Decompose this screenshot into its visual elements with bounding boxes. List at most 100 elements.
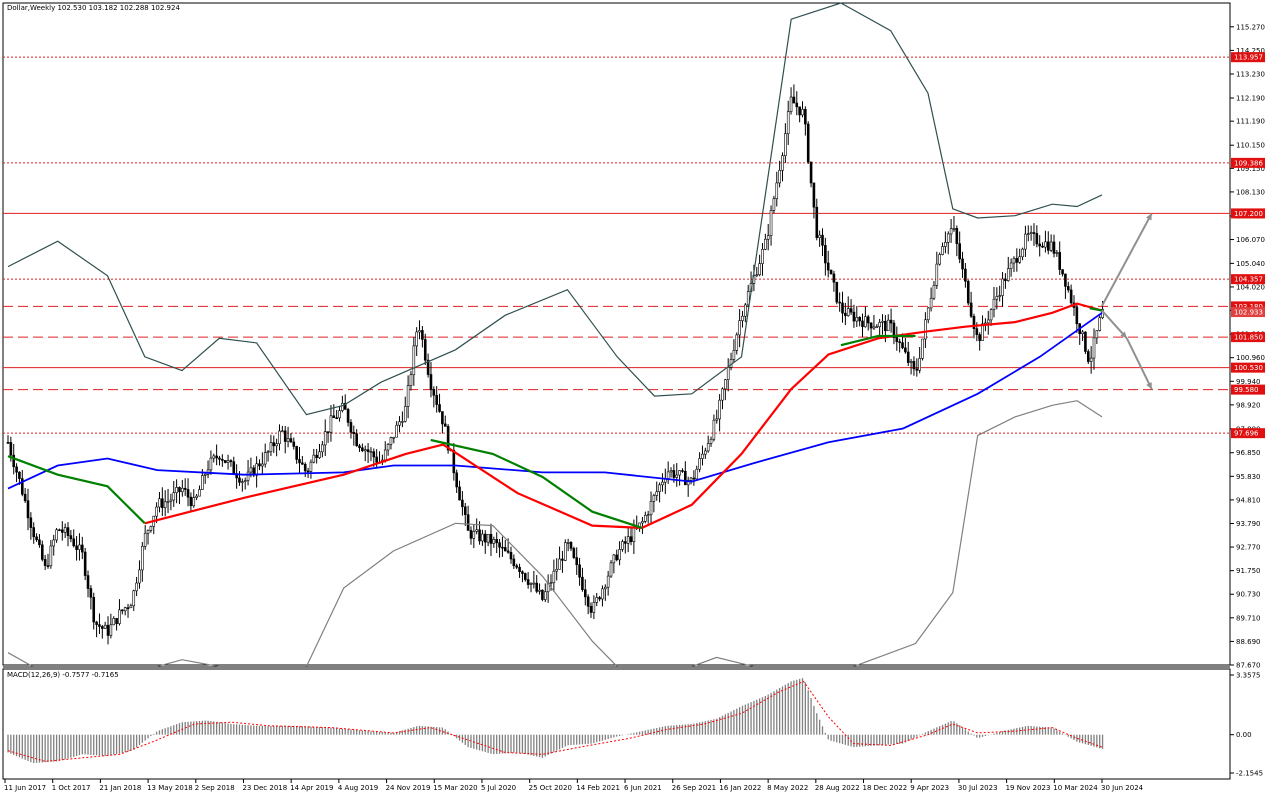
candle-body bbox=[678, 470, 681, 476]
candle-body bbox=[675, 474, 679, 478]
candle-body bbox=[841, 302, 844, 314]
candle-body bbox=[595, 597, 599, 603]
candle-body bbox=[715, 418, 719, 421]
candle-body bbox=[658, 484, 661, 493]
candle-body bbox=[232, 461, 236, 474]
candle-body bbox=[283, 430, 287, 442]
candle-body bbox=[1026, 233, 1030, 236]
candle-body bbox=[115, 618, 118, 624]
candle-body bbox=[29, 517, 33, 528]
candle-body bbox=[832, 273, 836, 283]
candle-body bbox=[555, 569, 559, 572]
candle-body bbox=[929, 297, 933, 309]
candle-body bbox=[772, 198, 776, 211]
x-tick-label: 9 Apr 2023 bbox=[910, 784, 949, 792]
candle-body bbox=[123, 607, 127, 612]
candle-body bbox=[266, 451, 270, 454]
candle-body bbox=[49, 545, 53, 567]
candle-body bbox=[821, 234, 824, 246]
candle-body bbox=[375, 456, 378, 463]
level-tag-label: 103.180 bbox=[1234, 303, 1263, 311]
candle-body bbox=[935, 263, 939, 286]
candle-body bbox=[895, 337, 899, 343]
candle-body bbox=[438, 404, 441, 412]
candle-body bbox=[158, 498, 161, 508]
candle-body bbox=[543, 591, 547, 600]
candle-body bbox=[63, 527, 67, 533]
candle-body bbox=[301, 462, 304, 465]
candle-body bbox=[966, 280, 970, 304]
candle-body bbox=[563, 542, 567, 561]
candle-body bbox=[121, 609, 124, 612]
candle-body bbox=[1044, 241, 1047, 248]
x-tick-label: 6 Jun 2021 bbox=[624, 784, 662, 792]
candle-body bbox=[724, 379, 727, 390]
candle-body bbox=[829, 269, 833, 275]
candle-body bbox=[458, 486, 461, 501]
candle-body bbox=[732, 350, 736, 360]
x-tick-label: 14 Apr 2019 bbox=[290, 784, 333, 792]
candle-body bbox=[632, 527, 636, 542]
level-tag bbox=[1231, 157, 1265, 168]
candle-body bbox=[166, 500, 170, 503]
y-tick-label: 91.750 bbox=[1236, 567, 1261, 575]
candle-body bbox=[418, 330, 421, 333]
macd-header: MACD(12,26,9) -0.7577 -0.7165 bbox=[7, 671, 119, 679]
candle-body bbox=[878, 322, 881, 328]
candle-body bbox=[486, 533, 490, 543]
candle-body bbox=[452, 449, 456, 474]
candle-body bbox=[412, 345, 416, 376]
candle-body bbox=[223, 460, 227, 463]
candle-body bbox=[581, 576, 584, 590]
candle-body bbox=[1012, 258, 1016, 264]
candle-body bbox=[278, 430, 281, 444]
macd-y-tick-label: -2.1545 bbox=[1236, 770, 1263, 778]
candle-body bbox=[875, 326, 879, 329]
y-tick-label: 109.150 bbox=[1236, 165, 1265, 173]
candle-body bbox=[649, 501, 653, 515]
candle-body bbox=[366, 449, 370, 452]
level-tag bbox=[1231, 332, 1265, 343]
candle-body bbox=[529, 582, 533, 585]
candle-body bbox=[1081, 331, 1084, 334]
candle-body bbox=[23, 493, 27, 502]
candle-body bbox=[924, 319, 927, 340]
candle-body bbox=[226, 460, 230, 463]
price-panel[interactable] bbox=[2, 2, 1231, 666]
candle-body bbox=[403, 406, 407, 422]
candle-body bbox=[289, 438, 293, 443]
moving-average-red bbox=[144, 302, 1103, 530]
moving-average-green bbox=[840, 334, 916, 347]
candle-body bbox=[801, 108, 804, 116]
candle-body bbox=[1069, 289, 1073, 304]
candle-body bbox=[512, 558, 516, 567]
candle-body bbox=[835, 281, 839, 303]
candle-body bbox=[238, 477, 241, 483]
level-tag-label: 102.933 bbox=[1234, 309, 1263, 317]
candle-body bbox=[318, 451, 321, 458]
candle-body bbox=[363, 449, 367, 452]
candle-body bbox=[655, 491, 659, 496]
macd-panel[interactable] bbox=[2, 668, 1231, 780]
candle-body bbox=[912, 361, 916, 370]
candle-body bbox=[1046, 241, 1050, 251]
candle-body bbox=[906, 351, 910, 363]
candle-body bbox=[146, 530, 150, 534]
candle-body bbox=[824, 245, 827, 264]
y-tick-label: 114.250 bbox=[1236, 47, 1265, 55]
candle-body bbox=[518, 566, 521, 573]
candle-body bbox=[624, 541, 627, 544]
candle-body bbox=[1066, 286, 1070, 291]
candle-body bbox=[744, 304, 747, 317]
candle-body bbox=[155, 506, 158, 517]
candle-body bbox=[172, 492, 176, 501]
candle-body bbox=[915, 368, 919, 371]
level-tag-label: 107.200 bbox=[1234, 210, 1263, 218]
x-tick-label: 8 May 2022 bbox=[767, 784, 808, 792]
x-tick-label: 21 Jan 2018 bbox=[99, 784, 141, 792]
projection-arrowhead bbox=[1146, 382, 1152, 390]
candle-body bbox=[964, 268, 967, 282]
candle-body bbox=[20, 478, 24, 495]
candle-body bbox=[75, 545, 78, 550]
